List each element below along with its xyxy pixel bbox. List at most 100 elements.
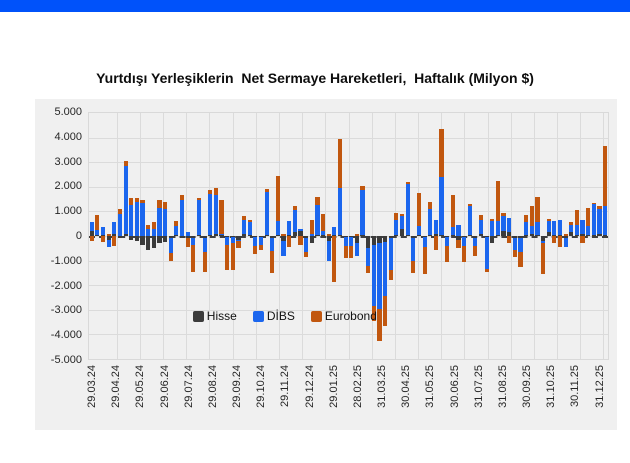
bar-segment-hisse <box>490 236 495 244</box>
bar-segment-dibs <box>191 238 196 245</box>
bar-segment-dibs <box>208 194 213 235</box>
bar-segment-hisse <box>484 236 489 238</box>
legend-swatch-icon <box>192 310 204 322</box>
legend-item-hisse: Hisse <box>192 309 237 323</box>
bar-segment-hisse <box>95 234 100 236</box>
bar-segment-eurobond <box>535 196 540 223</box>
bar-segment-eurobond <box>129 197 134 206</box>
bar-segment-dibs <box>196 200 202 235</box>
bar-segment-eurobond <box>213 188 218 196</box>
bar-segment-eurobond <box>366 265 371 273</box>
bar-segment-dibs <box>433 220 438 234</box>
bar-segment-dibs <box>484 237 489 270</box>
bar-segment-dibs <box>416 226 422 235</box>
zero-axis-line <box>89 236 608 238</box>
bar-segment-hisse <box>236 236 241 240</box>
bar-segment-hisse <box>518 236 523 239</box>
bar-segment-hisse <box>478 233 484 236</box>
bar-segment-eurobond <box>89 236 94 241</box>
bar-segment-hisse <box>292 232 297 236</box>
bar-segment-eurobond <box>411 260 416 273</box>
bar-segment-dibs <box>439 176 444 235</box>
bar-segment-dibs <box>580 220 585 234</box>
chart-card: 5.000 4.000 3.000 2.000 1.000 0 -1.000 -2.000 -3… <box>35 99 617 430</box>
bar-segment-dibs <box>89 222 94 232</box>
bar-segment-eurobond <box>100 236 106 243</box>
bar-segment-hisse <box>202 236 207 239</box>
bar-segment-hisse <box>326 236 331 241</box>
bar-segment-hisse <box>445 236 450 238</box>
bar-segment-hisse <box>569 232 574 236</box>
bar-segment-dibs <box>151 228 156 236</box>
bar-segment-eurobond <box>219 200 224 234</box>
bar-segment-hisse <box>298 231 303 236</box>
x-axis-tick-label: 30.06.25 <box>448 365 461 408</box>
bar-segment-dibs <box>298 228 303 232</box>
bar-segment-eurobond <box>540 243 546 275</box>
bar-segment-dibs <box>315 205 320 235</box>
bar-segment-eurobond <box>236 240 241 249</box>
legend-swatch-icon <box>310 310 322 322</box>
x-axis-tick-label: 29.03.24 <box>86 365 99 408</box>
bar-segment-hisse <box>507 232 512 236</box>
bar-segment-dibs <box>253 237 258 246</box>
bar-segment-dibs <box>495 221 501 235</box>
bar-segment-eurobond <box>433 236 438 250</box>
bar-segment-hisse <box>281 236 286 241</box>
bar-segment-dibs <box>292 210 297 233</box>
bar-segment-hisse <box>546 232 551 236</box>
bar-segment-dibs <box>501 216 506 232</box>
bar-segment-hisse <box>501 231 506 236</box>
bar-segment-dibs <box>258 237 264 245</box>
bar-segment-eurobond <box>230 243 235 271</box>
bar-segment-eurobond <box>146 224 151 229</box>
bar-segment-hisse <box>349 236 354 238</box>
y-axis-tick-label: 1.000 <box>54 205 82 218</box>
bar-segment-dibs <box>388 238 393 271</box>
y-axis-tick-label: 3.000 <box>54 155 82 168</box>
bar-segment-dibs <box>236 239 241 241</box>
bar-segment-hisse <box>191 236 196 239</box>
bar-segment-eurobond <box>174 221 179 227</box>
bar-segment-eurobond <box>320 213 326 232</box>
bar-segment-hisse <box>253 236 258 238</box>
bar-segment-hisse <box>123 233 128 236</box>
bar-segment-hisse <box>586 234 591 236</box>
bar-segment-eurobond <box>394 212 399 220</box>
bar-segment-dibs <box>360 190 365 235</box>
bar-segment-hisse <box>473 236 478 239</box>
bar-segment-dibs <box>140 202 145 236</box>
bar-segment-eurobond <box>478 215 484 220</box>
legend-item-dibs: DİBS <box>252 309 295 323</box>
bar-segment-eurobond <box>445 245 450 262</box>
x-axis-tick-label: 29.05.24 <box>134 365 147 408</box>
y-axis-tick-label: -5.000 <box>50 354 82 366</box>
x-axis-tick-label: 31.08.25 <box>496 365 509 408</box>
bar-segment-hisse <box>416 234 422 236</box>
bar-segment-hisse <box>597 233 602 236</box>
bar-segment-dibs <box>586 226 591 235</box>
bar-segment-hisse <box>129 236 134 240</box>
bar-segment-eurobond <box>546 218 551 222</box>
y-axis-tick-label: -4.000 <box>50 329 82 342</box>
bar-segment-hisse <box>405 234 410 236</box>
bar-segment-eurobond <box>473 245 478 256</box>
bar-segment-dibs <box>574 224 579 235</box>
bar-segment-hisse <box>208 234 213 236</box>
bar-segment-hisse <box>388 236 393 239</box>
bar-segment-eurobond <box>405 181 410 185</box>
bar-segment-hisse <box>557 234 563 236</box>
bar-segment-eurobond <box>354 233 359 236</box>
bar-segment-dibs <box>343 237 348 246</box>
x-axis-tick-label: 31.05.25 <box>424 365 437 408</box>
bar-segment-eurobond <box>371 306 376 321</box>
bar-segment-eurobond <box>484 269 489 272</box>
bar-segment-hisse <box>219 234 224 236</box>
bar-segment-hisse <box>151 236 156 249</box>
bar-segment-hisse <box>450 234 455 236</box>
bar-segment-hisse <box>354 236 359 244</box>
bar-segment-eurobond <box>343 245 348 259</box>
bar-segment-hisse <box>540 236 546 241</box>
bar-segment-dibs <box>507 217 512 233</box>
bar-segment-dibs <box>134 201 139 236</box>
